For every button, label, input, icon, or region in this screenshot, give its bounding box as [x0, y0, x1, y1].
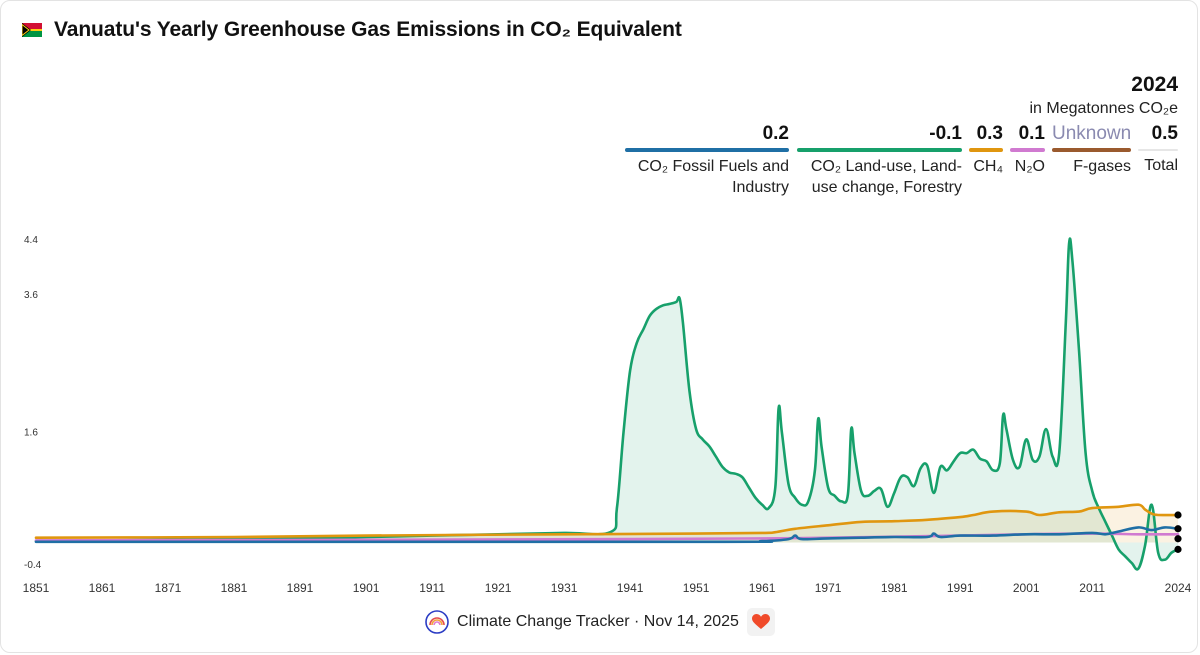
legend-label: CO₂ Fossil Fuels and Industry — [637, 158, 789, 196]
x-tick-label: 1931 — [551, 581, 578, 595]
x-tick-label: 2011 — [1079, 581, 1105, 595]
y-tick-label: -0.4 — [24, 560, 42, 571]
x-tick-label: 1891 — [287, 581, 314, 595]
chart-plot[interactable]: 4.4 3.6 1.6 -0.4 1851 1861 1871 1881 1891 1901 19… — [0, 0, 1200, 600]
footer: Climate Change Tracker · Nov 14, 2025 — [0, 608, 1200, 636]
vanuatu-flag-icon — [21, 23, 42, 37]
x-tick-label: 1911 — [419, 581, 445, 595]
legend-item-total[interactable]: 0.5 Total — [1138, 122, 1178, 176]
legend-value: Unknown — [1052, 123, 1132, 144]
footer-brand[interactable]: Climate Change Tracker · Nov 14, 2025 — [457, 613, 739, 630]
x-tick-label: 2001 — [1013, 581, 1040, 595]
x-tick-label: 1851 — [23, 581, 50, 595]
x-tick-label: 1981 — [881, 581, 908, 595]
legend-label: Total — [1144, 157, 1178, 174]
summary-unit: in Megatonnes CO₂e — [1029, 100, 1178, 117]
y-tick-label: 4.4 — [24, 235, 38, 246]
legend-value: -0.1 — [929, 123, 962, 144]
legend-swatch — [969, 148, 1003, 152]
endpoint-dot — [1174, 535, 1182, 543]
endpoint-dot — [1174, 525, 1182, 533]
y-tick-label: 1.6 — [24, 428, 38, 439]
legend-swatch — [1138, 149, 1178, 151]
legend-swatch — [797, 148, 962, 152]
legend-label: N₂O — [1014, 158, 1045, 175]
y-tick-label: 3.6 — [24, 290, 38, 301]
legend-swatch — [625, 148, 789, 152]
legend-label: CO₂ Land-use, Land-use change, Forestry — [810, 158, 962, 196]
x-tick-label: 1971 — [815, 581, 842, 595]
series-line-3 — [34, 526, 1180, 544]
x-tick-label: 2024 — [1165, 581, 1192, 595]
legend-label: CH₄ — [973, 158, 1003, 175]
legend-value: 0.1 — [1018, 123, 1045, 144]
header: Vanuatu's Yearly Greenhouse Gas Emission… — [21, 18, 682, 42]
x-tick-label: 1961 — [749, 581, 776, 595]
chart-title: Vanuatu's Yearly Greenhouse Gas Emission… — [54, 18, 682, 41]
legend-swatch — [1052, 148, 1131, 152]
x-tick-label: 1941 — [617, 581, 644, 595]
heart-button[interactable] — [746, 608, 775, 636]
series-line-0 — [34, 237, 1180, 571]
series-area-0 — [36, 238, 1178, 570]
x-tick-label: 1861 — [89, 581, 116, 595]
legend-label: F-gases — [1073, 158, 1131, 175]
legend-item-fgases[interactable]: Unknown F-gases — [1052, 122, 1131, 177]
series-line-1 — [34, 503, 1180, 539]
x-tick-label: 1901 — [353, 581, 380, 595]
legend-value: 0.5 — [1151, 123, 1178, 144]
x-tick-label: 1871 — [155, 581, 182, 595]
legend-item-landuse[interactable]: -0.1 CO₂ Land-use, Land-use change, Fore… — [797, 122, 962, 198]
x-tick-label: 1921 — [485, 581, 512, 595]
legend-value: 0.2 — [762, 123, 789, 144]
legend-swatch — [1010, 148, 1045, 152]
series-area-1 — [36, 504, 1178, 543]
endpoint-dot — [1174, 545, 1182, 553]
legend-item-ch4[interactable]: 0.3 CH₄ — [969, 122, 1003, 177]
heart-icon — [751, 614, 770, 629]
legend-item-fossil[interactable]: 0.2 CO₂ Fossil Fuels and Industry — [625, 122, 789, 198]
legend-value: 0.3 — [976, 123, 1003, 144]
summary-year: 2024 — [1131, 73, 1178, 96]
rainbow-logo-icon[interactable] — [425, 610, 449, 634]
x-tick-label: 1951 — [683, 581, 710, 595]
x-tick-label: 1991 — [947, 581, 974, 595]
x-tick-label: 1881 — [221, 581, 248, 595]
endpoint-dot — [1174, 511, 1182, 519]
legend-item-n2o[interactable]: 0.1 N₂O — [1010, 122, 1045, 177]
